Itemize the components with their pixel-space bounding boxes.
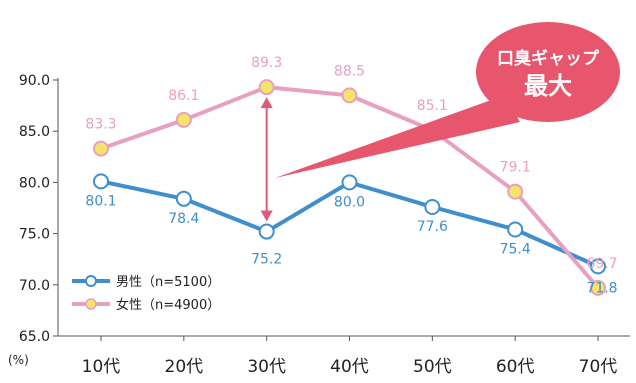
callout-line1: 口臭ギャップ [497,48,600,69]
male-data-label: 75.4 [500,242,531,258]
female-data-label: 83.3 [85,117,116,133]
x-tick-label: 10代 [82,357,121,377]
data-labels-male: 80.1 78.4 75.2 80.0 77.6 75.4 71.8 [85,193,617,296]
female-data-label: 88.5 [334,63,365,79]
x-axis-ticks: 10代 20代 30代 40代 50代 60代 70代 [82,336,618,377]
y-tick-label: 90.0 [19,73,50,89]
legend: 男性（n=5100） 女性（n=4900） [72,275,220,313]
female-point [341,87,358,104]
data-labels-female: 83.3 86.1 89.3 88.5 85.1 79.1 69.7 [85,55,617,272]
callout-tail [275,95,520,178]
female-data-label: 85.1 [417,98,448,114]
y-tick-label: 80.0 [19,175,50,191]
series-female [93,79,606,296]
callout-line2: 最大 [524,72,572,100]
legend-item-male: 男性（n=5100） [72,275,220,290]
female-data-label: 69.7 [586,256,617,272]
female-point [175,111,192,128]
gap-arrow-head-down [260,210,273,222]
female-point [258,79,275,96]
x-tick-label: 70代 [579,357,618,377]
x-tick-label: 30代 [247,357,286,377]
male-point [341,174,358,191]
female-data-label: 89.3 [251,55,282,71]
male-data-label: 75.2 [251,252,282,268]
female-data-label: 86.1 [168,88,199,104]
y-tick-label: 75.0 [19,227,50,243]
male-point [424,198,441,215]
female-point [93,140,109,157]
legend-female-label: 女性（n=4900） [116,297,220,313]
legend-female-marker [85,298,97,310]
male-point [590,258,606,275]
female-point [507,183,524,200]
callout-bubble [476,22,620,122]
y-axis-ticks: 65.0 70.0 75.0 80.0 85.0 90.0 [19,73,58,345]
gap-arrow-head-up [260,97,273,109]
gap-callout: 口臭ギャップ 最大 [275,22,620,178]
x-tick-label: 50代 [413,357,452,377]
male-data-label: 77.6 [417,219,448,235]
x-tick-label: 60代 [496,357,535,377]
y-tick-label: 65.0 [19,329,50,345]
legend-male-label: 男性（n=5100） [116,275,220,290]
legend-item-female: 女性（n=4900） [72,297,220,313]
chart-axes [57,78,630,337]
male-point [175,190,192,207]
y-tick-label: 85.0 [19,124,50,140]
female-point [590,279,606,296]
x-tick-label: 20代 [165,357,204,377]
male-point [258,223,275,240]
male-data-label: 80.0 [334,194,365,210]
x-tick-label: 40代 [330,357,369,377]
y-tick-label: 70.0 [19,278,50,294]
male-data-label: 78.4 [168,211,199,227]
gap-arrow [260,97,273,222]
female-data-label: 79.1 [500,160,531,176]
male-point [93,173,109,190]
legend-male-marker [85,275,97,287]
male-point [507,221,524,238]
unit-label: (%) [8,353,29,367]
male-data-label: 71.8 [586,280,617,296]
male-data-label: 80.1 [85,193,116,209]
series-male [93,173,606,275]
